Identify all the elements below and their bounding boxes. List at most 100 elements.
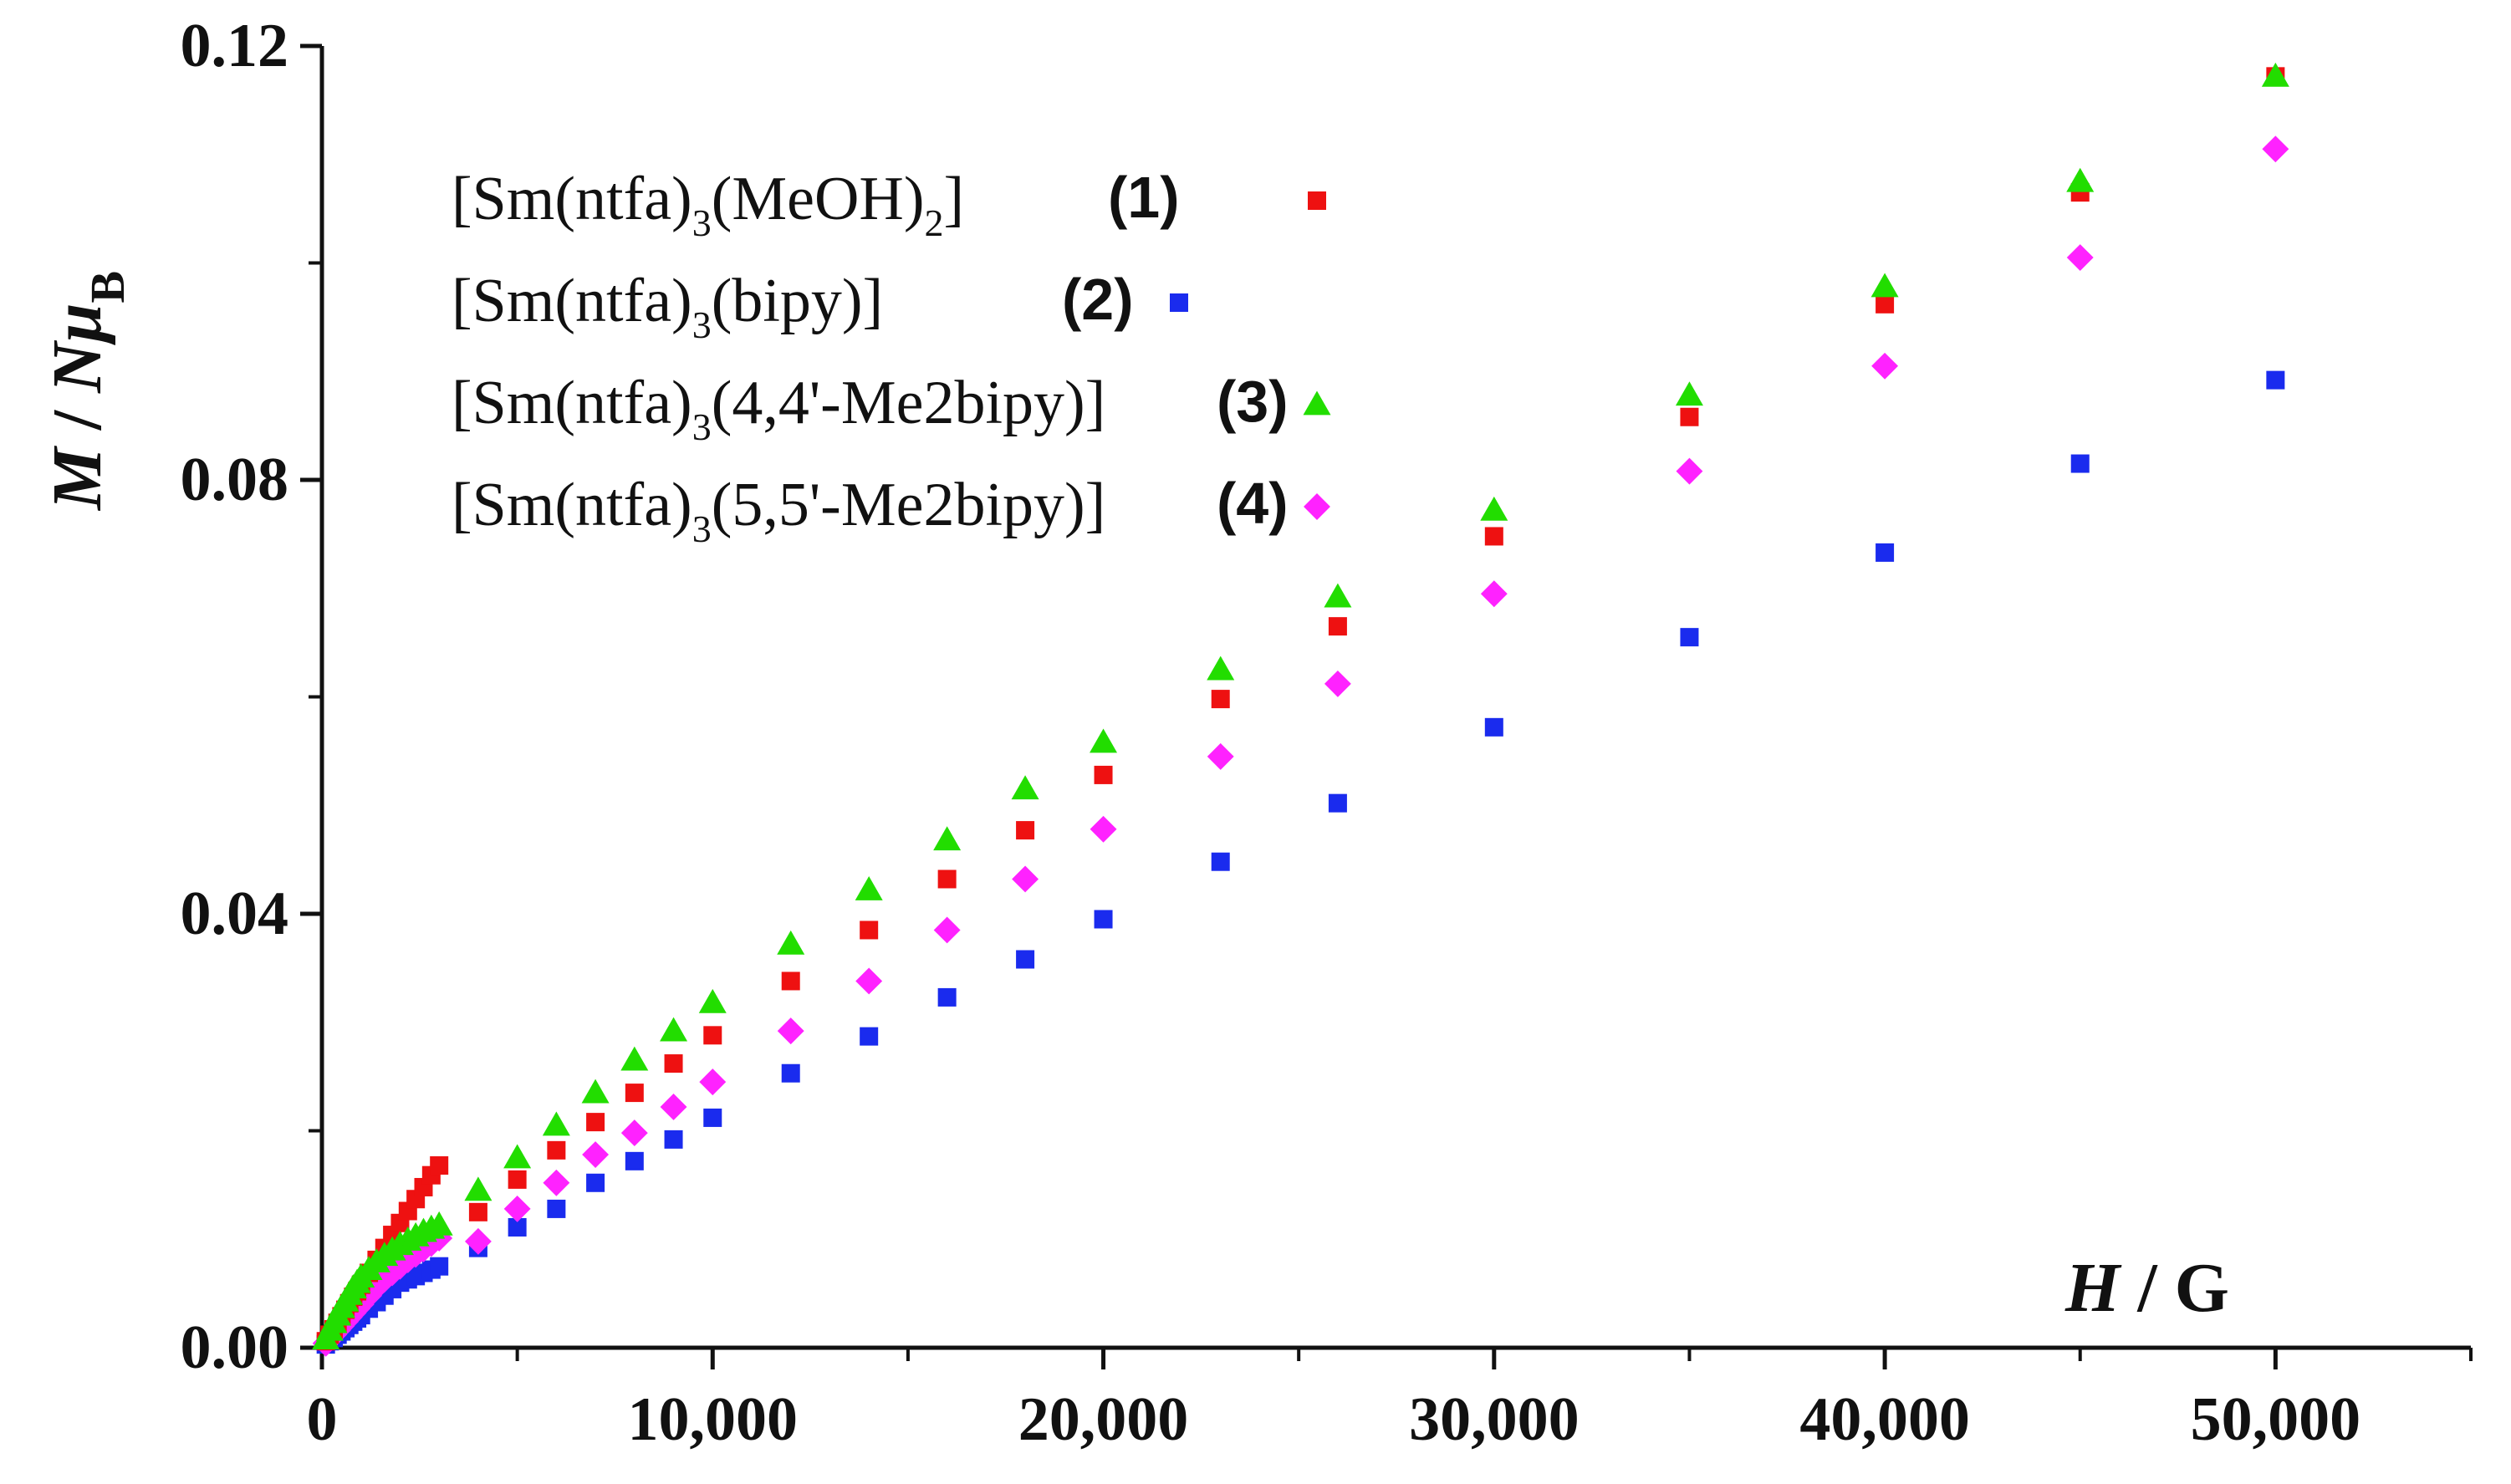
data-point-series-2 — [1328, 793, 1347, 813]
x-tick-label: 30,000 — [1409, 1385, 1580, 1454]
data-point-series-2 — [2070, 454, 2090, 473]
data-point-series-1 — [1094, 765, 1113, 784]
data-point-series-2 — [703, 1108, 722, 1127]
y-tick-label: 0.08 — [181, 446, 289, 514]
data-point-series-3 — [1480, 496, 1508, 521]
y-axis-title: M / NμB — [38, 271, 135, 512]
data-point-series-2 — [1484, 717, 1503, 737]
legend-number: (1) — [1108, 165, 1180, 230]
data-point-series-3 — [1324, 583, 1352, 608]
data-point-series-1 — [468, 1202, 487, 1221]
legend-number: (3) — [1217, 369, 1289, 434]
data-point-series-1 — [625, 1084, 644, 1103]
x-tick-label: 10,000 — [628, 1385, 799, 1454]
data-point-series-1 — [508, 1170, 527, 1189]
data-point-series-3 — [660, 1017, 688, 1042]
data-point-series-1 — [1680, 407, 1699, 426]
data-point-series-1 — [1211, 690, 1230, 709]
data-point-series-4 — [1207, 742, 1234, 770]
legend-number: (4) — [1217, 471, 1289, 536]
data-point-series-3 — [425, 1211, 453, 1236]
data-point-series-1 — [1328, 617, 1347, 636]
y-tick-label: 0.04 — [181, 880, 289, 948]
ticks: 0 10,000 20,000 30,000 40,000 50,000 0.00 0.04 0… — [181, 12, 2473, 1454]
data-point-series-2 — [508, 1217, 527, 1237]
data-point-series-4 — [699, 1068, 727, 1096]
legend-marker-3 — [1303, 390, 1331, 416]
data-point-series-2 — [2266, 370, 2285, 390]
data-point-series-2 — [1211, 852, 1230, 871]
data-point-series-3 — [542, 1111, 570, 1136]
x-tick-label: 40,000 — [1799, 1385, 1970, 1454]
data-point-series-1 — [547, 1140, 566, 1160]
data-point-series-4 — [1676, 457, 1703, 485]
data-point-series-4 — [2066, 244, 2094, 271]
data-point-series-1 — [1484, 527, 1503, 546]
data-point-series-3 — [620, 1046, 649, 1071]
data-point-series-3 — [2261, 62, 2289, 87]
legend-label: [Sm(ntfa)3(4,4'-Me2bipy)] — [452, 369, 1105, 448]
data-point-series-2 — [1094, 910, 1113, 929]
data-points — [312, 62, 2289, 1357]
data-point-series-4 — [620, 1119, 648, 1147]
data-point-series-2 — [860, 1027, 879, 1046]
legend-label: [Sm(ntfa)3(5,5'-Me2bipy)] — [452, 471, 1105, 550]
data-point-series-3 — [698, 988, 727, 1013]
x-tick-label: 50,000 — [2191, 1385, 2361, 1454]
data-point-series-3 — [777, 930, 805, 955]
data-point-series-4 — [1090, 815, 1117, 843]
data-point-series-3 — [2066, 167, 2095, 192]
data-point-series-1 — [781, 971, 800, 991]
data-point-series-2 — [1876, 543, 1895, 562]
data-point-series-2 — [1680, 628, 1699, 647]
legend-number: (2) — [1062, 267, 1134, 332]
data-point-series-3 — [1011, 775, 1039, 800]
data-point-series-2 — [430, 1257, 449, 1276]
data-point-series-3 — [1090, 728, 1118, 753]
data-point-series-2 — [781, 1063, 800, 1083]
data-point-series-4 — [379, 1259, 406, 1287]
data-point-series-4 — [855, 967, 883, 995]
legend-label: [Sm(ntfa)3(MeOH)2] — [452, 165, 964, 244]
data-point-series-2 — [1016, 950, 1035, 969]
data-point-series-4 — [503, 1195, 531, 1222]
x-axis-title: H / G — [2064, 1249, 2229, 1327]
data-point-series-2 — [586, 1173, 605, 1192]
data-point-series-1 — [664, 1054, 683, 1073]
legend-marker-2 — [1170, 293, 1188, 312]
data-point-series-4 — [464, 1227, 492, 1255]
data-point-series-4 — [2262, 135, 2289, 163]
legend-marker-1 — [1308, 191, 1326, 210]
legend-entry-2: [Sm(ntfa)3(bipy)] (2) — [452, 267, 1188, 346]
legend-label: [Sm(ntfa)3(bipy)] — [452, 267, 883, 346]
data-point-series-1 — [1016, 821, 1035, 840]
legend-entry-1: [Sm(ntfa)3(MeOH)2] (1) — [452, 165, 1326, 244]
data-point-series-3 — [503, 1144, 532, 1169]
x-tick-label: 0 — [307, 1385, 338, 1454]
data-point-series-4 — [933, 916, 961, 944]
legend: [Sm(ntfa)3(MeOH)2] (1) [Sm(ntfa)3(bipy)] (2… — [452, 165, 1331, 550]
data-point-series-4 — [1324, 670, 1351, 697]
data-point-series-3 — [1675, 381, 1703, 406]
data-point-series-3 — [1870, 273, 1899, 298]
legend-entry-4: [Sm(ntfa)3(5,5'-Me2bipy)] (4) — [452, 471, 1330, 550]
data-point-series-3 — [581, 1079, 610, 1104]
data-point-series-4 — [582, 1141, 610, 1168]
x-tick-label: 20,000 — [1018, 1385, 1189, 1454]
data-point-series-2 — [937, 987, 957, 1007]
data-point-series-3 — [855, 875, 883, 900]
data-point-series-4 — [1012, 865, 1039, 893]
data-point-series-1 — [703, 1026, 722, 1045]
data-point-series-4 — [660, 1094, 687, 1120]
data-point-series-3 — [1207, 655, 1235, 681]
y-tick-label: 0.12 — [181, 12, 289, 80]
data-point-series-1 — [860, 920, 879, 940]
data-point-series-1 — [1876, 294, 1895, 314]
legend-marker-4 — [1304, 493, 1330, 520]
axis-titles: H / G M / NμB — [38, 271, 2229, 1327]
data-point-series-4 — [777, 1017, 804, 1045]
data-point-series-1 — [430, 1156, 449, 1175]
data-point-series-2 — [547, 1199, 566, 1218]
